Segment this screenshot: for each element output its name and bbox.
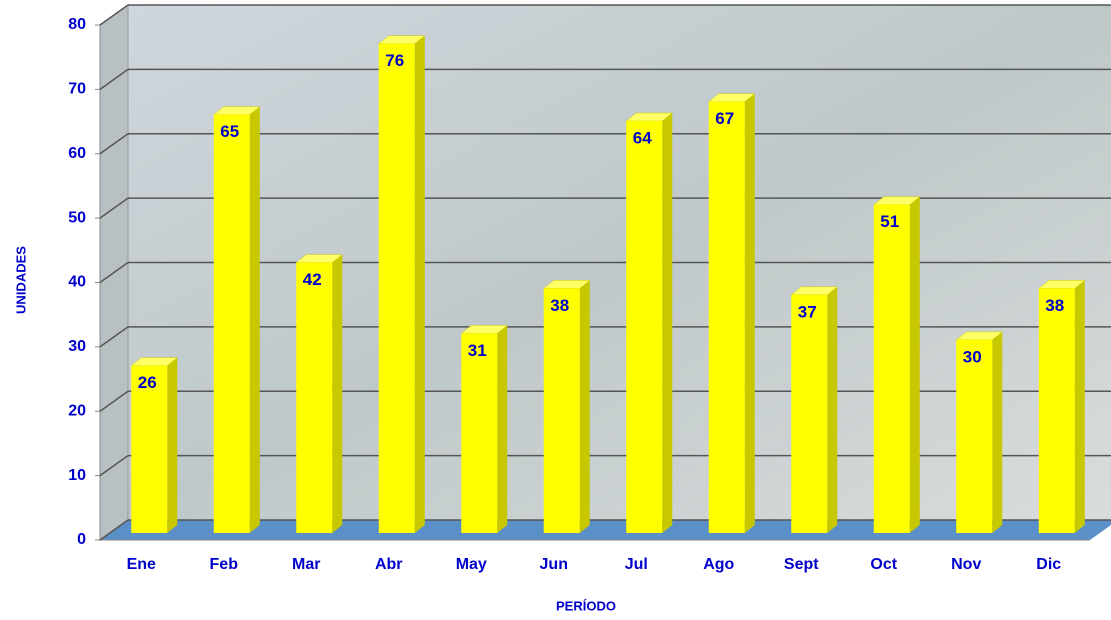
data-label: 76	[385, 51, 404, 70]
floor	[100, 520, 1111, 540]
bar	[131, 365, 168, 533]
y-tick-label: 80	[68, 16, 86, 33]
bar-side	[992, 331, 1003, 533]
grid-line	[99, 455, 129, 477]
grid-line	[99, 133, 129, 155]
bar	[626, 121, 663, 533]
bar-side	[497, 325, 508, 533]
bar-side	[167, 357, 178, 533]
data-label: 65	[220, 122, 239, 141]
data-label: 64	[633, 128, 652, 147]
x-tick-label: May	[456, 556, 487, 573]
data-label: 37	[798, 302, 817, 321]
x-tick-label: Ago	[703, 556, 734, 573]
data-label: 30	[963, 347, 982, 366]
x-axis-title: PERÍODO	[556, 598, 616, 613]
x-tick-label: Nov	[951, 556, 981, 573]
y-tick-label: 0	[77, 531, 86, 548]
data-label: 31	[468, 341, 487, 360]
grid-line	[99, 519, 129, 541]
y-tick-label: 10	[68, 467, 86, 484]
bar-side	[1074, 280, 1085, 533]
y-tick-label: 60	[68, 145, 86, 162]
x-tick-label: Ene	[127, 556, 156, 573]
y-tick-label: 70	[68, 81, 86, 98]
x-tick-label: Feb	[210, 556, 239, 573]
bar	[873, 204, 910, 533]
x-tick-label: Jun	[540, 556, 568, 573]
data-label: 67	[715, 109, 734, 128]
bar-side	[827, 286, 838, 533]
bar-side	[909, 196, 920, 533]
bar-side	[579, 280, 590, 533]
grid-line	[99, 197, 129, 219]
grid-line	[99, 68, 129, 90]
y-tick-label: 30	[68, 338, 86, 355]
bar	[956, 339, 993, 533]
bar	[543, 288, 580, 533]
bar-side	[744, 93, 755, 533]
data-label: 51	[880, 212, 899, 231]
bar-side	[414, 35, 425, 533]
y-tick-label: 40	[68, 274, 86, 291]
data-label: 42	[303, 270, 322, 289]
grid-line	[99, 261, 129, 284]
bar	[461, 333, 498, 533]
y-axis-title: UNIDADES	[13, 246, 28, 314]
x-tick-label: Abr	[375, 556, 403, 573]
data-label: 26	[138, 373, 157, 392]
y-tick-label: 20	[68, 402, 86, 419]
bar	[378, 43, 415, 533]
grid-line	[99, 326, 129, 348]
data-label: 38	[1045, 296, 1064, 315]
x-tick-label: Sept	[784, 556, 819, 573]
grid-line	[99, 390, 129, 412]
data-label: 38	[550, 296, 569, 315]
bar-side	[332, 254, 343, 533]
x-tick-label: Jul	[625, 556, 648, 573]
bar-side	[662, 113, 673, 533]
x-tick-label: Oct	[870, 556, 897, 573]
bar	[791, 294, 828, 533]
bar	[708, 101, 745, 533]
bar	[296, 262, 333, 533]
bar	[1038, 288, 1075, 533]
bar-side	[249, 106, 260, 533]
x-tick-label: Mar	[292, 556, 320, 573]
grid-line	[99, 4, 129, 26]
x-tick-label: Dic	[1036, 556, 1061, 573]
bar	[213, 114, 250, 533]
y-tick-label: 50	[68, 209, 86, 226]
